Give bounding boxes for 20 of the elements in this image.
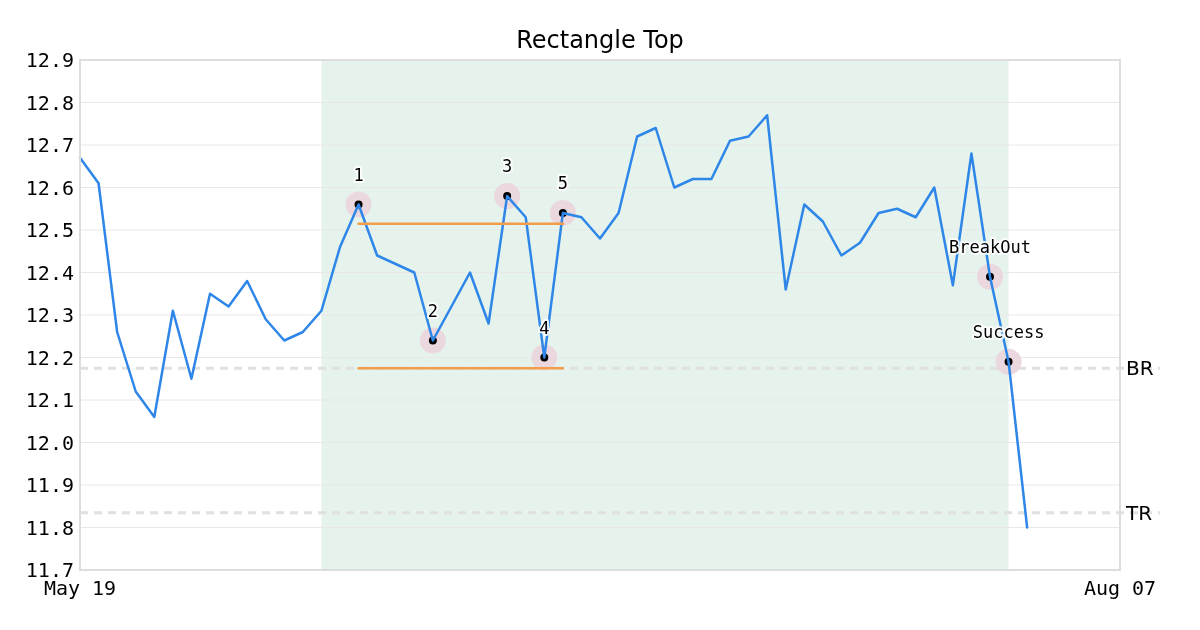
y-tick-label: 11.9 <box>25 473 74 497</box>
ref-line-label: BR <box>1126 356 1154 381</box>
x-tick-label: Aug 07 <box>1083 576 1157 600</box>
annotation: 1 <box>353 164 364 185</box>
annotation: 5 <box>557 173 568 193</box>
chart-title: Rectangle Top <box>516 26 684 54</box>
ref-line-label: TR <box>1125 500 1153 525</box>
y-tick-label: 12.2 <box>25 345 74 370</box>
y-tick-label: 12.8 <box>25 90 74 115</box>
y-tick-label: 12.9 <box>25 48 74 72</box>
y-tick-label: 12.5 <box>25 218 74 242</box>
y-tick-label: 12.0 <box>25 430 74 455</box>
y-tick-label: 12.1 <box>25 388 74 412</box>
y-tick-label: 12.4 <box>25 260 74 285</box>
annotation: 2 <box>427 300 438 321</box>
annotation: 3 <box>502 156 513 176</box>
y-tick-label: 12.3 <box>25 303 74 327</box>
y-tick-label: 11.8 <box>25 515 74 540</box>
y-tick-label: 12.7 <box>25 133 74 157</box>
y-tick-label: 12.6 <box>25 175 74 200</box>
